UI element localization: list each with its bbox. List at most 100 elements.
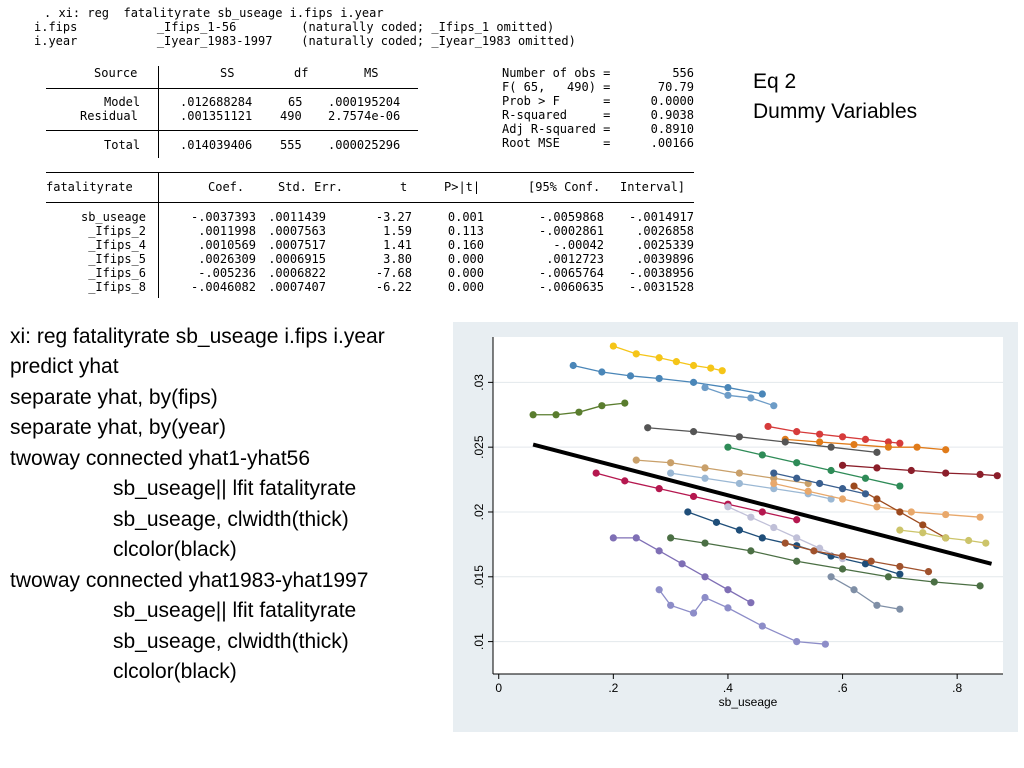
series-point [873,464,881,472]
series-point [667,601,675,609]
stat-label: Root MSE = [502,136,611,150]
series-point [758,534,766,542]
series-point [621,399,629,407]
series-point [884,573,892,581]
series-point [569,361,577,370]
series-point [701,539,709,547]
series-point [896,605,904,613]
series-point [816,479,824,488]
coef-cell: .0012723 [546,252,604,266]
series-point [701,573,709,581]
series-point [884,438,892,446]
command-line: twoway connected yhat1983-yhat1997 [10,569,369,592]
series-point [838,461,847,469]
series-point [861,490,870,498]
slide-label-subtitle: Dummy Variables [753,100,918,123]
series-point [793,428,801,436]
series-line [670,472,832,500]
coef-cell: -.0031528 [628,280,694,294]
series-point [701,474,709,482]
series-point [655,374,663,383]
coef-cell: .0006915 [268,252,326,266]
series-line [727,506,843,560]
series-point [747,599,755,607]
coef-cell: 0.000 [447,252,484,266]
series-point [816,544,824,552]
coef-cell: .0026858 [636,224,694,238]
series-point [781,539,789,547]
series-point [781,438,789,446]
series-point [867,557,875,565]
series-point [793,557,801,565]
anova-total-df: 555 [280,138,302,152]
series-point [907,508,915,516]
coef-row-label: _Ifips_2 [88,224,146,238]
series-point [758,451,766,459]
series-line [704,386,774,407]
series-point [838,433,847,441]
coef-row-label: _Ifips_5 [88,252,146,266]
anova-header-ss: SS [220,66,235,80]
series-point [735,433,744,441]
series-point [684,508,692,516]
command-line: clcolor(black) [113,538,237,561]
series-line [636,459,809,485]
series-point [724,391,732,399]
series-point [655,547,663,555]
series-point [529,411,537,419]
series-point [793,459,801,467]
series-point [965,536,973,545]
coef-cell: -7.68 [375,266,412,280]
stat-value: 0.0000 [650,94,694,108]
series-point [919,521,927,529]
y-tick-label: .015 [472,565,486,589]
series-point [816,430,824,438]
anova-rule-2 [46,130,418,131]
coef-cell: .0011998 [198,224,256,238]
anova-header-ms: MS [364,66,379,80]
series-point [873,601,881,609]
series-line [647,427,878,454]
coef-cell: 0.000 [447,280,484,294]
series-point [942,446,950,454]
plot-area [493,337,1003,674]
series-point [770,402,778,410]
series-point [793,534,801,542]
coef-cell: .0007407 [268,280,326,294]
series-point [632,350,640,358]
command-line: sb_useage|| lfit fatalityrate [113,599,357,622]
series-point [873,503,881,511]
coef-row-label: _Ifips_4 [88,238,146,252]
series-point [655,485,663,493]
series-point [724,586,732,594]
series-point [747,547,755,555]
anova-model-df: 65 [288,95,303,109]
series-point [626,372,635,380]
series-point [873,495,881,503]
series-point [838,565,847,573]
coef-cell: 0.001 [447,210,484,224]
series-point [712,518,721,526]
stat-value: .00166 [650,136,694,150]
series-point [942,534,950,542]
series-point [689,492,698,501]
coef-cell: .0039896 [636,252,694,266]
stat-value: 70.79 [657,80,694,94]
series-point [598,368,606,376]
series-point [913,443,921,451]
command-line: xi: reg fatalityrate sb_useage i.fips i.… [10,325,385,348]
series-point [930,578,938,586]
command-line: separate yhat, by(fips) [10,386,218,409]
series-point [896,482,904,490]
coef-header-coef: Coef. [208,180,245,194]
series-point [758,390,766,398]
series-line [687,511,901,575]
coef-cell: .0006822 [268,266,326,280]
coef-cell: -3.27 [375,210,412,224]
series-point [861,435,870,443]
series-point [816,438,824,446]
anova-rule-1b [158,88,418,89]
stat-label: Number of obs = [502,66,611,80]
series-point [632,456,640,464]
coef-cell: 0.160 [447,238,484,252]
